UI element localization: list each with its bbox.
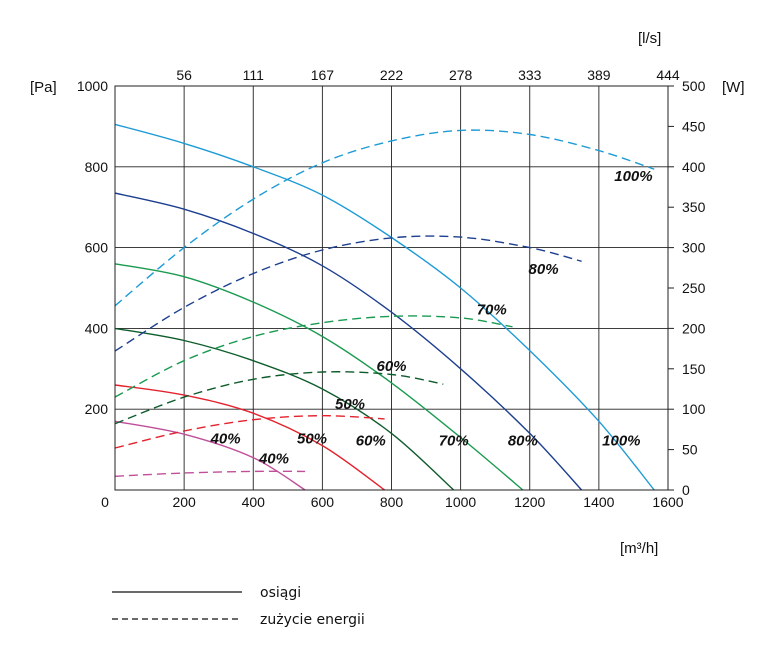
legend-label: zużycie energii	[260, 612, 365, 628]
curve-label: 50%	[297, 431, 327, 448]
y-axis-label: [Pa]	[30, 79, 57, 96]
y2-tick-label: 200	[682, 320, 706, 336]
x-axis-label: [m³/h]	[620, 540, 658, 557]
y-tick-label: 600	[85, 240, 109, 256]
x2-tick-label: 111	[243, 67, 264, 83]
y2-tick-label: 300	[682, 240, 706, 256]
x-tick-label: 1600	[652, 494, 683, 510]
curve-label: 70%	[439, 433, 469, 450]
curve-label: 100%	[614, 168, 652, 185]
x2-tick-label: 278	[449, 67, 473, 83]
curve-label: 60%	[376, 358, 406, 375]
x-tick-label: 800	[380, 494, 404, 510]
x-tick-label: 1400	[583, 494, 614, 510]
energy-curve-70	[114, 315, 513, 398]
energy-curve-40	[114, 470, 306, 477]
performance-curve-40	[114, 420, 306, 491]
curve-label: 40%	[258, 451, 289, 468]
x2-axis-label: [l/s]	[638, 30, 661, 47]
y2-tick-label: 500	[682, 78, 706, 94]
y-tick-label: 200	[85, 401, 109, 417]
performance-curve-50	[114, 384, 386, 491]
x2-tick-label: 222	[380, 67, 404, 83]
curve-label: 80%	[529, 261, 559, 278]
legend-label: osiągi	[260, 585, 301, 601]
annotations: 100% 80% 70% 60% 50% 40% 100% 80% 70% 60% 50% 40%	[210, 168, 653, 468]
y2-tick-label: 450	[682, 118, 706, 134]
energy-curve-60	[114, 371, 444, 425]
y-tick-label: 400	[85, 320, 109, 336]
x2-tick-label: 167	[311, 67, 335, 83]
curve-label: 60%	[356, 433, 386, 450]
y-tick-label: 800	[85, 159, 109, 175]
x2-tick-label: 333	[518, 67, 542, 83]
y2-axis-label: [W]	[722, 79, 745, 96]
energy-curve-50	[114, 414, 385, 449]
legend: osiągi zużycie energii	[112, 585, 365, 628]
curve-label: 80%	[508, 433, 538, 450]
y2-tick-label: 150	[682, 361, 706, 377]
curve-label: 40%	[210, 431, 241, 448]
curve-label: 100%	[602, 433, 640, 450]
y2-tick-label: 350	[682, 199, 706, 215]
curve-label: 50%	[335, 396, 365, 413]
x-tick-label: 0	[101, 494, 109, 510]
performance-curve-60	[114, 327, 455, 491]
performance-curve-80	[114, 192, 583, 491]
x2-tick-label: 389	[587, 67, 611, 83]
y-tick-label: 1000	[77, 78, 108, 94]
curve-label: 70%	[477, 301, 507, 318]
x-tick-label: 600	[311, 494, 335, 510]
y2-tick-label: 0	[682, 482, 690, 498]
y2-tick-label: 50	[682, 442, 698, 458]
x2-tick-label: 56	[176, 67, 192, 83]
x-tick-label: 1200	[514, 494, 545, 510]
energy-curve-100	[114, 129, 655, 307]
series-group	[114, 123, 655, 491]
x2-tick-label: 444	[656, 67, 680, 83]
y2-tick-label: 100	[682, 401, 706, 417]
y2-tick-label: 400	[682, 159, 706, 175]
y2-tick-label: 250	[682, 280, 706, 296]
x-tick-label: 200	[172, 494, 196, 510]
x-tick-label: 1000	[445, 494, 476, 510]
x-tick-label: 400	[242, 494, 266, 510]
performance-curve-100	[114, 123, 655, 491]
energy-curve-80	[114, 235, 582, 352]
performance-curve-70	[114, 263, 524, 491]
